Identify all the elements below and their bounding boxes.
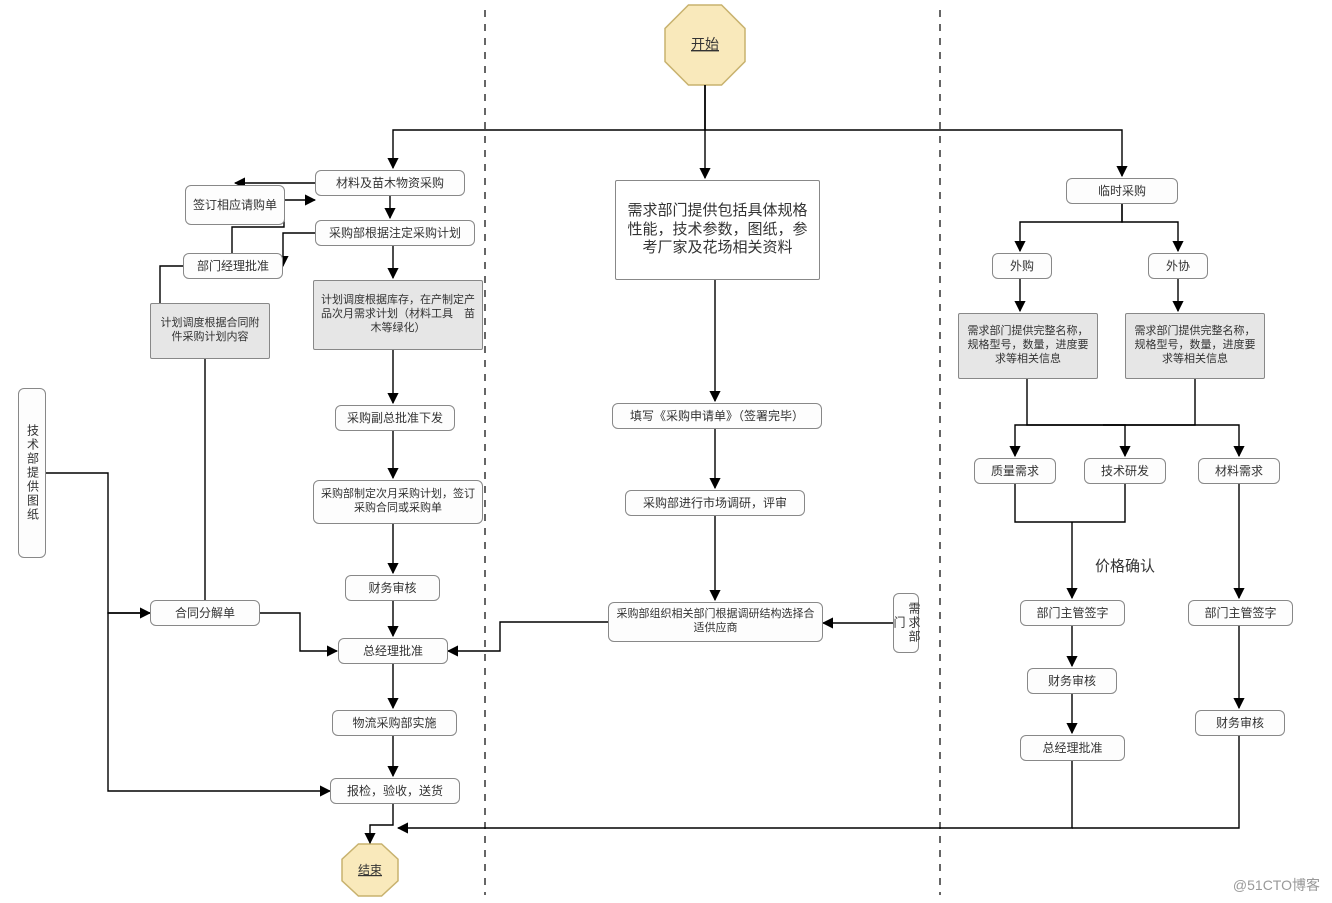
watermark: @51CTO博客 <box>1233 875 1320 895</box>
flowchart-canvas: 开始结束 <box>0 0 1332 903</box>
node-m_rcv: 报检，验收，送货 <box>330 778 460 804</box>
node-r_out_i: 需求部门提供完整名称，规格型号，数量，进度要求等相关信息 <box>958 313 1098 379</box>
node-r_fin1: 财务审核 <box>1027 668 1117 694</box>
edge-label: 价格确认 <box>1095 555 1155 576</box>
node-l_mgr: 部门经理批准 <box>183 253 283 279</box>
edge <box>1015 425 1103 456</box>
edge <box>705 85 1122 176</box>
edge <box>205 359 240 613</box>
node-m_inv: 计划调度根据库存，在产制定产品次月需求计划（材料工具 苗木等绿化） <box>313 280 483 350</box>
node-c_dept: 需求部门 <box>893 593 919 653</box>
node-m_mat: 材料及苗木物资采购 <box>315 170 465 196</box>
start-label: 开始 <box>691 36 719 52</box>
node-c_req: 需求部门提供包括具体规格性能，技术参数，图纸，参考厂家及花场相关资料 <box>615 180 820 280</box>
node-leftvbar: 技术部提供图纸 <box>18 388 46 558</box>
edge <box>1103 425 1239 456</box>
node-m_log: 物流采购部实施 <box>332 710 457 736</box>
edge <box>393 85 705 168</box>
node-r_fin2: 财务审核 <box>1195 710 1285 736</box>
node-m_fin: 财务审核 <box>345 575 440 601</box>
edge <box>1103 379 1195 425</box>
node-r_sign1: 部门主管签字 <box>1020 600 1125 626</box>
edge <box>46 473 150 613</box>
node-r_temp: 临时采购 <box>1066 178 1178 204</box>
edge <box>1020 204 1122 251</box>
end-label: 结束 <box>358 863 382 877</box>
node-c_research: 采购部进行市场调研，评审 <box>625 490 805 516</box>
node-r_m: 材料需求 <box>1198 458 1280 484</box>
edge <box>1027 379 1103 425</box>
edge <box>1015 484 1072 522</box>
node-l_sched: 计划调度根据合同附件采购计划内容 <box>150 303 270 359</box>
edge <box>398 761 1072 828</box>
edge <box>1122 204 1178 251</box>
node-r_coop: 外协 <box>1148 253 1208 279</box>
node-r_sign2: 部门主管签字 <box>1188 600 1293 626</box>
node-m_plan: 采购部根据注定采购计划 <box>315 220 475 246</box>
node-c_select: 采购部组织相关部门根据调研结构选择合适供应商 <box>608 602 823 642</box>
edge <box>260 613 337 651</box>
edge <box>448 622 608 651</box>
node-r_out: 外购 <box>992 253 1052 279</box>
edge <box>283 233 315 266</box>
node-l_break: 合同分解单 <box>150 600 260 626</box>
node-m_month: 采购部制定次月采购计划，签订采购合同或采购单 <box>313 480 483 524</box>
node-r_q: 质量需求 <box>974 458 1056 484</box>
node-r_gm1: 总经理批准 <box>1020 735 1125 761</box>
node-r_t: 技术研发 <box>1084 458 1166 484</box>
edge <box>1103 425 1125 456</box>
node-c_form: 填写《采购申请单》（签署完毕） <box>612 403 822 429</box>
edge <box>370 804 393 843</box>
node-m_gm: 总经理批准 <box>338 638 448 664</box>
edge <box>1072 484 1125 522</box>
node-m_vp: 采购副总批准下发 <box>335 405 455 431</box>
node-r_coop_i: 需求部门提供完整名称，规格型号，数量，进度要求等相关信息 <box>1125 313 1265 379</box>
edge <box>108 613 330 791</box>
node-l_sign: 签订相应请购单 <box>185 185 285 225</box>
